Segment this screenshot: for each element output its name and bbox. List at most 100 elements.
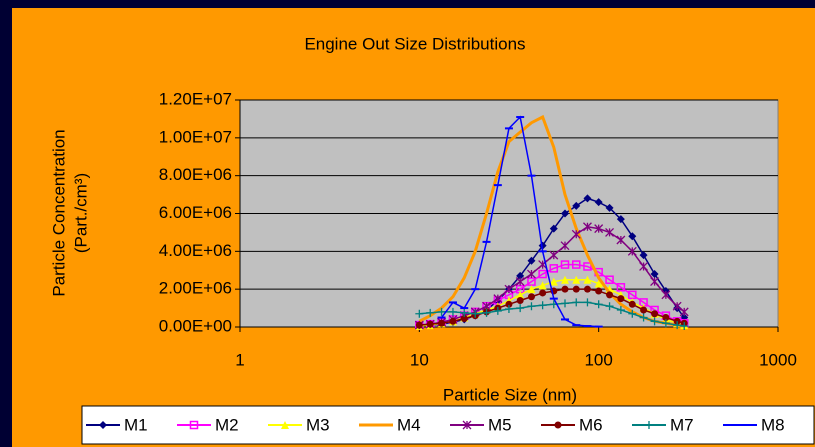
chart-title: Engine Out Size Distributions (304, 34, 525, 53)
marker (426, 320, 434, 328)
marker (504, 305, 513, 314)
marker (583, 222, 592, 232)
marker (651, 310, 659, 318)
marker (679, 307, 689, 317)
marker (616, 215, 625, 224)
marker (595, 287, 603, 295)
legend (81, 405, 815, 445)
marker (661, 290, 671, 300)
marker (505, 300, 513, 308)
marker (560, 260, 570, 269)
marker (571, 229, 581, 239)
marker (560, 275, 569, 284)
marker (572, 285, 580, 293)
y-tick-label: 4.00E+06 (159, 241, 232, 260)
marker (583, 262, 592, 271)
y-tick-label: 0.00E+00 (159, 316, 232, 335)
marker (539, 289, 547, 297)
marker (606, 291, 614, 299)
legend-label: M6 (579, 415, 603, 434)
marker (572, 260, 581, 269)
marker (617, 295, 625, 303)
marker (189, 420, 199, 430)
marker (628, 309, 637, 318)
marker (549, 224, 558, 233)
marker (538, 281, 547, 290)
marker (281, 421, 289, 429)
marker (572, 201, 581, 210)
marker (605, 302, 614, 311)
marker (650, 270, 659, 279)
marker (448, 307, 457, 316)
marker (516, 271, 525, 280)
marker (662, 314, 670, 322)
marker (628, 290, 637, 300)
marker (672, 301, 682, 311)
legend-label: M8 (761, 415, 785, 434)
y-tick-label: 1.00E+07 (159, 127, 232, 146)
marker (538, 269, 547, 279)
marker (527, 277, 536, 286)
marker (460, 308, 469, 317)
y-axis-label: Particle Concentration (49, 129, 68, 296)
legend-label: M2 (215, 415, 239, 434)
marker (572, 298, 581, 307)
marker (527, 269, 536, 279)
marker (493, 306, 502, 315)
marker (627, 246, 637, 256)
marker (583, 285, 591, 293)
marker (640, 306, 648, 314)
marker (99, 421, 107, 429)
marker (572, 275, 581, 284)
marker (538, 301, 547, 310)
marker (628, 300, 636, 308)
marker (554, 421, 562, 429)
marker (639, 251, 648, 260)
marker (628, 232, 637, 241)
marker (616, 235, 626, 245)
x-tick-label: 1000 (759, 350, 797, 369)
x-tick-label: 10 (410, 350, 429, 369)
marker (549, 264, 559, 273)
marker (516, 290, 525, 299)
marker (639, 313, 648, 322)
x-axis-label: Particle Size (nm) (443, 385, 577, 404)
marker (549, 250, 559, 260)
marker (527, 285, 536, 294)
marker (645, 421, 653, 429)
marker (561, 285, 569, 293)
y-axis-label: (Part./cm³) (71, 173, 90, 253)
marker (527, 302, 536, 311)
marker (493, 294, 503, 304)
marker (560, 209, 569, 218)
legend-label: M1 (124, 415, 148, 434)
marker (516, 304, 525, 313)
marker (516, 297, 524, 305)
x-tick-label: 1 (235, 350, 244, 369)
marker (462, 420, 472, 430)
legend-label: M7 (670, 415, 694, 434)
marker (527, 293, 535, 301)
x-tick-label: 100 (584, 350, 612, 369)
marker (661, 319, 670, 328)
marker (680, 322, 689, 331)
marker (583, 194, 592, 203)
marker (594, 279, 603, 288)
marker (594, 224, 604, 234)
marker (437, 307, 446, 316)
marker (673, 321, 682, 330)
marker (449, 317, 457, 325)
legend-label: M4 (397, 415, 421, 434)
marker (605, 227, 615, 237)
marker (583, 298, 592, 307)
marker (650, 317, 659, 326)
marker (415, 321, 423, 329)
marker (594, 300, 603, 309)
marker (415, 309, 424, 318)
y-tick-label: 8.00E+06 (159, 165, 232, 184)
y-tick-label: 1.20E+07 (159, 89, 232, 108)
marker (515, 277, 525, 287)
marker (605, 275, 614, 284)
y-tick-label: 2.00E+06 (159, 279, 232, 298)
